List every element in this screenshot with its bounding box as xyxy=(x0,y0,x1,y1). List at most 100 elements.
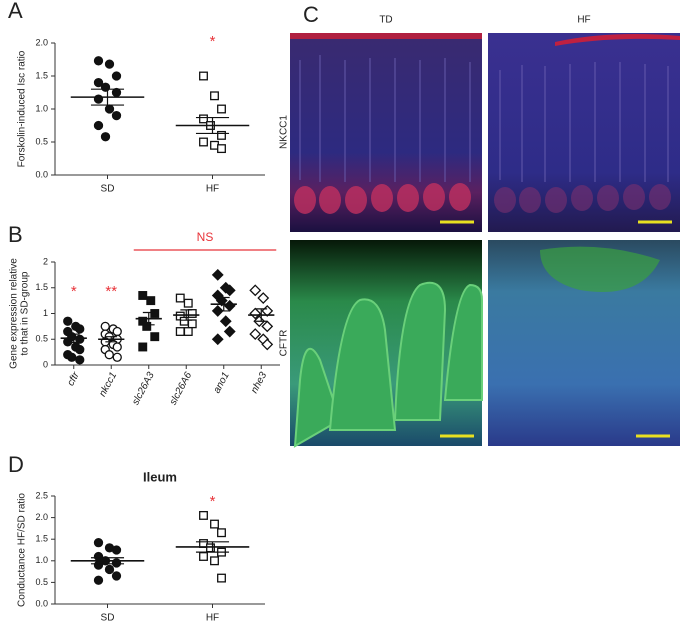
point xyxy=(100,132,111,142)
point xyxy=(217,573,226,583)
chart-title: Ileum xyxy=(143,469,177,484)
crypts xyxy=(494,184,671,213)
y-tick-label: 2.0 xyxy=(35,37,48,47)
point xyxy=(104,564,115,575)
villi xyxy=(499,62,669,182)
point xyxy=(93,575,104,585)
error-bar xyxy=(105,336,118,343)
point xyxy=(75,324,85,334)
point xyxy=(104,59,115,69)
y-tick-label: 2.5 xyxy=(35,490,48,500)
row-label: NKCC1 xyxy=(279,115,290,149)
point xyxy=(217,104,226,114)
point xyxy=(93,120,104,131)
point xyxy=(249,328,262,341)
annotation: ** xyxy=(105,283,117,300)
point xyxy=(112,342,122,352)
column-label: TD xyxy=(379,15,392,26)
error-bar xyxy=(90,557,125,565)
annotation: * xyxy=(71,283,77,300)
error-bar xyxy=(142,311,155,326)
y-tick-label: 1 xyxy=(43,308,48,318)
point xyxy=(146,296,156,306)
y-tick-label: 2 xyxy=(43,256,48,266)
y-tick-label: 0 xyxy=(43,359,48,369)
point xyxy=(75,355,85,365)
villi xyxy=(293,281,483,448)
point xyxy=(93,94,104,104)
point xyxy=(211,333,224,346)
point xyxy=(210,91,219,101)
x-tick-label: slc26A3 xyxy=(130,370,157,407)
y-tick-label: 1.5 xyxy=(35,282,48,292)
y-tick-label: 1.0 xyxy=(35,103,48,113)
point xyxy=(104,350,114,360)
row-label: CFTR xyxy=(279,330,290,357)
error-bar xyxy=(195,541,230,553)
point xyxy=(223,299,236,312)
point xyxy=(150,332,160,342)
villi xyxy=(299,55,471,182)
annotation: * xyxy=(210,493,216,510)
micrograph-panel: C TD HF NKCC1 CFTR xyxy=(279,2,680,448)
y-tick-label: 1.0 xyxy=(35,555,48,565)
stain xyxy=(540,246,660,292)
point xyxy=(75,334,85,344)
point xyxy=(199,71,208,81)
crypts xyxy=(294,183,471,214)
point xyxy=(111,110,122,121)
panel-label: A xyxy=(8,0,23,23)
point xyxy=(183,298,193,308)
point xyxy=(93,77,104,88)
point xyxy=(100,82,111,92)
point xyxy=(100,321,110,332)
point xyxy=(223,284,236,297)
y-tick-label: 0.5 xyxy=(35,334,48,344)
point xyxy=(138,342,148,352)
annotation: * xyxy=(210,33,216,50)
error-bar xyxy=(180,309,193,321)
y-tick-label: 0.0 xyxy=(35,169,48,179)
point xyxy=(187,319,197,329)
point xyxy=(210,519,219,529)
x-tick-label: SD xyxy=(101,613,115,624)
point xyxy=(199,114,208,124)
x-tick-label: HF xyxy=(206,613,219,624)
y-axis-label: Forskolin-induced Isc ratio xyxy=(17,50,28,167)
point xyxy=(257,292,270,304)
point xyxy=(138,291,148,300)
panel-label: D xyxy=(8,452,24,477)
point xyxy=(261,338,274,351)
x-tick-label: slc26A6 xyxy=(168,370,195,407)
point xyxy=(223,325,236,338)
point xyxy=(175,327,185,336)
point xyxy=(206,543,215,553)
point xyxy=(199,552,208,561)
point xyxy=(249,284,262,297)
point xyxy=(187,309,197,318)
point xyxy=(111,571,122,581)
x-tick-label: ano1 xyxy=(212,370,232,395)
point xyxy=(75,344,85,355)
y-tick-label: 0.5 xyxy=(35,136,48,146)
panel-label: C xyxy=(303,2,319,27)
y-tick-label: 0.5 xyxy=(35,577,48,587)
point xyxy=(199,510,208,520)
y-tick-label: 1.5 xyxy=(35,534,48,544)
error-bar xyxy=(217,296,230,312)
micrograph-edge xyxy=(555,34,680,46)
column-label: HF xyxy=(577,15,590,26)
error-bar xyxy=(90,88,125,106)
point xyxy=(199,137,208,147)
point xyxy=(261,320,274,333)
x-tick-label: nkcc1 xyxy=(97,370,119,398)
point xyxy=(179,316,189,326)
point xyxy=(217,528,226,538)
chart: D Ileum Conductance HF/SD ratio 0.0 0.5 1.0 1.… xyxy=(8,452,265,624)
point xyxy=(217,144,226,154)
point xyxy=(175,293,185,303)
point xyxy=(249,307,262,320)
point xyxy=(93,560,104,570)
point xyxy=(104,104,115,114)
